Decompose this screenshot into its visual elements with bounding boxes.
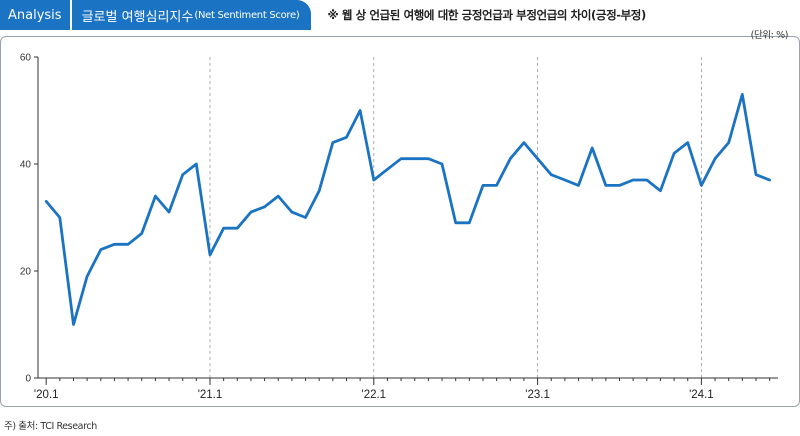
x-tick-label: '23.1 <box>525 389 550 401</box>
y-tick-label: 20 <box>20 267 32 278</box>
chart-title-sub: (Net Sentiment Score) <box>194 9 300 21</box>
x-tick-label: '20.1 <box>34 389 59 401</box>
source-note: 주) 출처: TCI Research <box>4 421 97 432</box>
unit-label: (단위: %) <box>750 30 789 41</box>
y-tick-label: 40 <box>20 160 32 171</box>
x-tick-label: '22.1 <box>362 389 387 401</box>
series-line <box>44 93 771 326</box>
y-tick-label: 60 <box>20 53 32 64</box>
chart-title: 글로벌 여행심리지수 <box>81 9 194 25</box>
chart-title-tag: 글로벌 여행심리지수 (Net Sentiment Score) <box>71 0 312 30</box>
x-tick-label: '24.1 <box>689 389 714 401</box>
x-tick-label: '21.1 <box>198 389 223 401</box>
header: Analysis 글로벌 여행심리지수 (Net Sentiment Score… <box>0 0 646 30</box>
chart-note: ※ 웹 상 언급된 여행에 대한 긍정언급과 부정언급의 차이(긍정-부정) <box>327 8 646 22</box>
analysis-tag: Analysis <box>0 0 70 30</box>
y-tick-label: 0 <box>25 374 31 385</box>
